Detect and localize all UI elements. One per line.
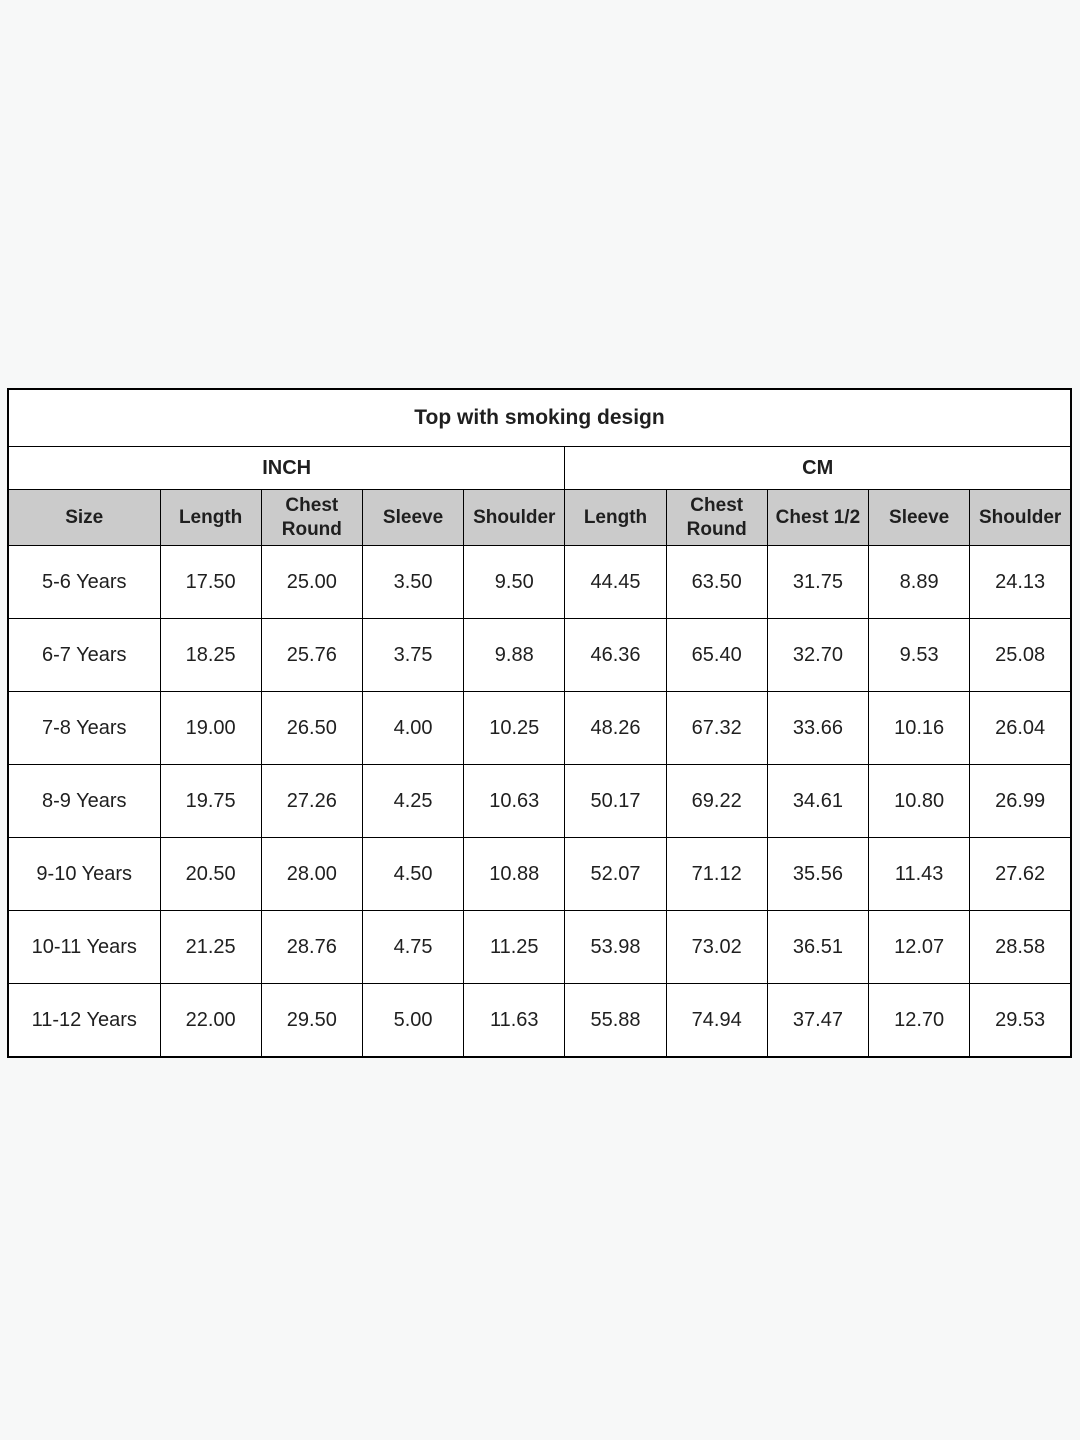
value-cell: 46.36 [564,618,667,692]
value-cell: 10.25 [463,691,566,765]
table-row: 8-9 Years 19.75 27.26 4.25 10.63 50.17 69.22 34… [7,764,1072,838]
value-cell: 29.50 [260,983,363,1058]
value-cell: 55.88 [564,983,667,1058]
value-cell: 19.75 [159,764,262,838]
chart-title: Top with smoking design [7,388,1072,447]
value-cell: 4.25 [361,764,465,838]
table-row: 5-6 Years 17.50 25.00 3.50 9.50 44.45 63.50 31.… [7,545,1072,619]
value-cell: 4.75 [361,910,465,984]
column-header-7: Chest 1/2 [766,489,870,546]
value-cell: 11.25 [463,910,566,984]
value-cell: 26.04 [969,691,1072,765]
value-cell: 44.45 [564,545,667,619]
value-cell: 53.98 [564,910,667,984]
value-cell: 12.07 [868,910,971,984]
size-cell: 7-8 Years [7,691,161,765]
table-row: 7-8 Years 19.00 26.50 4.00 10.25 48.26 67.32 33… [7,691,1072,765]
table-row: 9-10 Years 20.50 28.00 4.50 10.88 52.07 71.12 3… [7,837,1072,911]
value-cell: 10.16 [868,691,971,765]
value-cell: 37.47 [766,983,870,1058]
value-cell: 71.12 [665,837,768,911]
value-cell: 28.76 [260,910,363,984]
size-cell: 6-7 Years [7,618,161,692]
size-cell: 5-6 Years [7,545,161,619]
column-header-5: Length [564,489,667,546]
value-cell: 9.53 [868,618,971,692]
value-cell: 74.94 [665,983,768,1058]
column-header-4: Shoulder [463,489,566,546]
value-cell: 9.50 [463,545,566,619]
column-header-2: Chest Round [260,489,363,546]
table-row: 10-11 Years 21.25 28.76 4.75 11.25 53.98 73.02… [7,910,1072,984]
column-header-3: Sleeve [361,489,465,546]
value-cell: 25.08 [969,618,1072,692]
column-header-1: Length [159,489,262,546]
value-cell: 4.50 [361,837,465,911]
value-cell: 67.32 [665,691,768,765]
value-cell: 27.62 [969,837,1072,911]
unit-group-row: INCH CM [7,446,1072,490]
value-cell: 3.75 [361,618,465,692]
value-cell: 31.75 [766,545,870,619]
value-cell: 29.53 [969,983,1072,1058]
value-cell: 3.50 [361,545,465,619]
value-cell: 17.50 [159,545,262,619]
column-header-6: Chest Round [665,489,768,546]
value-cell: 73.02 [665,910,768,984]
value-cell: 35.56 [766,837,870,911]
size-chart-body: 5-6 Years 17.50 25.00 3.50 9.50 44.45 63.50 31.… [7,545,1072,1058]
value-cell: 5.00 [361,983,465,1058]
size-cell: 11-12 Years [7,983,161,1058]
value-cell: 10.88 [463,837,566,911]
value-cell: 63.50 [665,545,768,619]
value-cell: 28.58 [969,910,1072,984]
size-chart-table: Top with smoking design INCH CM Size Lengt… [7,388,1072,1058]
value-cell: 52.07 [564,837,667,911]
value-cell: 9.88 [463,618,566,692]
size-cell: 9-10 Years [7,837,161,911]
value-cell: 25.00 [260,545,363,619]
value-cell: 69.22 [665,764,768,838]
value-cell: 19.00 [159,691,262,765]
value-cell: 11.63 [463,983,566,1058]
table-row: 11-12 Years 22.00 29.50 5.00 11.63 55.88 74.94… [7,983,1072,1058]
value-cell: 4.00 [361,691,465,765]
size-cell: 10-11 Years [7,910,161,984]
value-cell: 33.66 [766,691,870,765]
column-header-9: Shoulder [969,489,1072,546]
column-header-8: Sleeve [868,489,971,546]
value-cell: 12.70 [868,983,971,1058]
value-cell: 10.80 [868,764,971,838]
value-cell: 28.00 [260,837,363,911]
value-cell: 11.43 [868,837,971,911]
title-row: Top with smoking design [7,388,1072,447]
size-cell: 8-9 Years [7,764,161,838]
unit-group-cm: CM [564,446,1072,490]
value-cell: 34.61 [766,764,870,838]
value-cell: 26.50 [260,691,363,765]
value-cell: 22.00 [159,983,262,1058]
value-cell: 26.99 [969,764,1072,838]
value-cell: 10.63 [463,764,566,838]
value-cell: 36.51 [766,910,870,984]
column-header-0: Size [7,489,161,546]
value-cell: 25.76 [260,618,363,692]
value-cell: 20.50 [159,837,262,911]
value-cell: 24.13 [969,545,1072,619]
value-cell: 32.70 [766,618,870,692]
value-cell: 8.89 [868,545,971,619]
column-header-row: Size Length Chest Round Sleeve Shoulder Lengt… [7,489,1072,546]
unit-group-inch: INCH [7,446,566,490]
table-row: 6-7 Years 18.25 25.76 3.75 9.88 46.36 65.40 32.… [7,618,1072,692]
value-cell: 27.26 [260,764,363,838]
value-cell: 21.25 [159,910,262,984]
value-cell: 48.26 [564,691,667,765]
value-cell: 18.25 [159,618,262,692]
value-cell: 65.40 [665,618,768,692]
value-cell: 50.17 [564,764,667,838]
